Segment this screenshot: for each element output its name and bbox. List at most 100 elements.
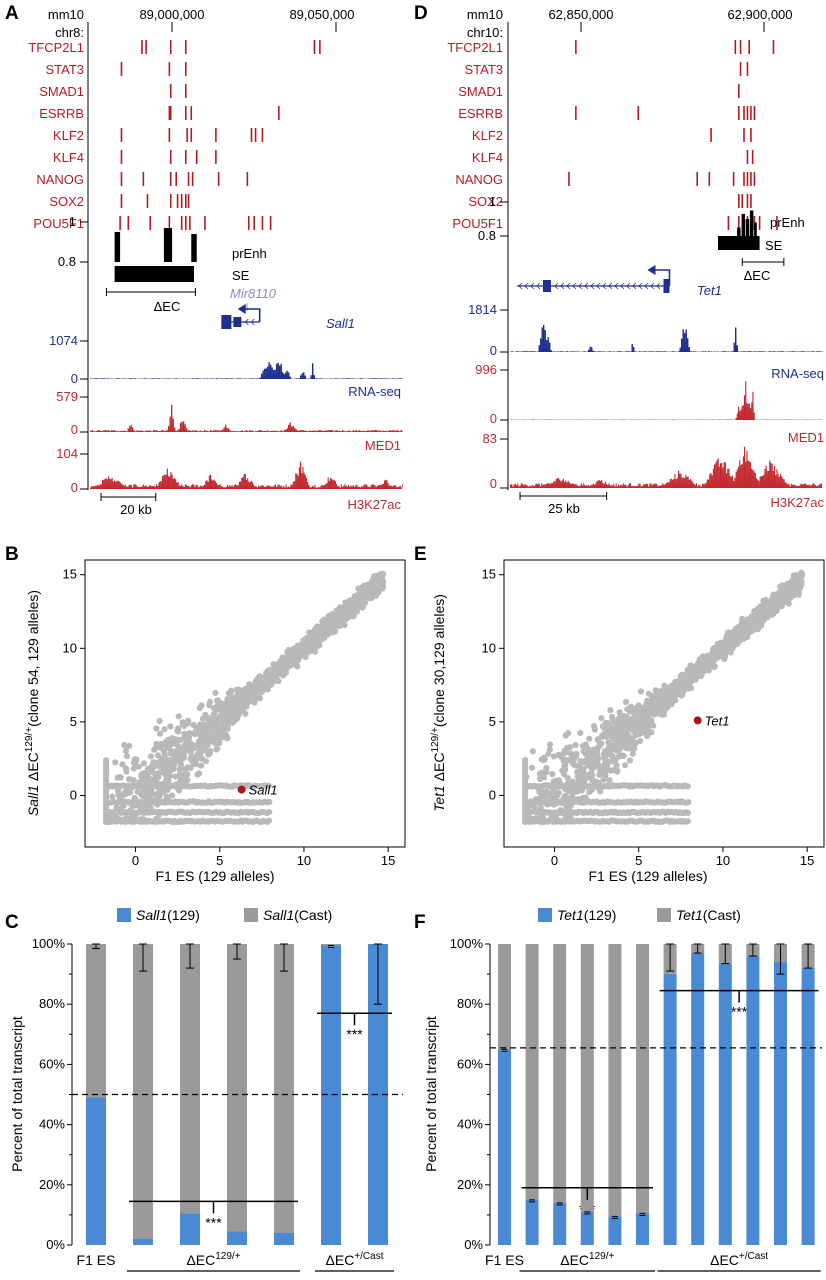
scatter-point — [266, 809, 273, 816]
scatter-point — [609, 715, 616, 722]
scatter-point — [240, 687, 247, 695]
scatter-point — [626, 757, 634, 764]
y-tick-label: 60% — [457, 1056, 483, 1071]
bar-segment-cast — [227, 944, 247, 1232]
bar-plot: 0% 20% 40% 60% 80% 100% *** *** ** F1 ES… — [450, 936, 822, 1272]
panel-label-b: B — [5, 544, 19, 565]
scatter-point — [216, 701, 223, 708]
bar-segment-129 — [180, 1213, 200, 1245]
prenh-ymax-label: 1 — [69, 214, 76, 229]
scatter-point — [586, 735, 593, 742]
scatter-point — [251, 682, 258, 689]
legend-suffix: (129) — [167, 907, 200, 923]
y-axis-sup: 129/+ — [24, 727, 35, 752]
scatter-point — [725, 642, 732, 649]
group-label-main: ΔEC — [710, 1252, 739, 1268]
strand-chevron — [518, 282, 523, 290]
scatter-point — [220, 725, 227, 733]
scatter-point — [689, 676, 696, 683]
scatter-point — [123, 753, 131, 760]
x-tick-label: 0 — [132, 853, 139, 868]
browser-panel-d: mm10 chr10: 62,850,000 62,900,000 TFCP2L… — [447, 7, 824, 516]
scatter-point — [613, 762, 620, 769]
bar-segment-129 — [274, 1232, 294, 1245]
scatter-point — [144, 773, 151, 780]
signal-ymax-label: 83 — [483, 431, 497, 446]
scatter-point — [555, 751, 562, 759]
y-tick-label: 5 — [70, 714, 77, 729]
y-tick-label: 80% — [457, 996, 483, 1011]
tss-arrowhead — [237, 304, 246, 314]
y-axis-label: Sall1 ΔEC129/+(clone 54, 129 alleles) — [24, 590, 41, 816]
scatter-point — [307, 633, 315, 640]
scatter-point — [786, 591, 793, 598]
scatter-point — [607, 707, 614, 714]
panel-label-d: D — [414, 3, 428, 24]
scatter-point — [197, 727, 204, 735]
scatter-point — [140, 760, 147, 767]
group-label: F1 ES — [485, 1252, 524, 1268]
coord-tick-label: 62,850,000 — [548, 7, 613, 22]
exon — [221, 315, 232, 329]
legend-swatch — [117, 908, 131, 922]
y-tick-label: 10 — [63, 640, 77, 655]
bar-segment-cast — [525, 944, 539, 1200]
group-label-main: ΔEC — [326, 1252, 355, 1268]
scatter-point — [778, 595, 785, 603]
scatter-point — [577, 758, 584, 765]
plot-frame — [84, 559, 406, 848]
scatter-point — [600, 751, 608, 758]
scatter-point — [605, 739, 612, 746]
scatter-point — [167, 767, 174, 774]
signal-ymin-label: 0 — [490, 343, 497, 358]
legend-entry: Sall1(129) — [136, 907, 200, 923]
scatter-point — [202, 758, 209, 765]
group-label-sup: 129/+ — [215, 1251, 240, 1262]
se-label: SE — [232, 268, 250, 283]
scatter-point — [637, 688, 645, 695]
scatter-point — [184, 764, 191, 771]
med1-signal — [90, 404, 404, 432]
scatter-point — [644, 732, 651, 740]
scatter-point — [190, 721, 197, 729]
scatter-point — [684, 809, 692, 817]
prenh-bar — [737, 227, 741, 236]
scatter-point — [764, 599, 771, 607]
legend-gene: Sall1 — [263, 907, 294, 923]
scatter-point — [366, 586, 373, 593]
scatter-point — [606, 726, 614, 733]
scatter-point — [616, 742, 623, 749]
scatter-point — [318, 627, 325, 634]
deletion-label: ΔEC — [154, 299, 181, 314]
y-axis-mid: ΔEC — [25, 752, 41, 785]
browser-panel-a: mm10 chr8: 89,000,000 89,050,000 TFCP2L1… — [28, 7, 404, 517]
y-tick-label: 0% — [464, 1237, 483, 1252]
legend-suffix: (Cast) — [294, 907, 332, 923]
scatter-point — [198, 702, 205, 709]
scatter-point — [757, 622, 765, 630]
signal-track-label: RNA-seq — [771, 366, 824, 381]
scatter-point — [331, 617, 338, 624]
scatter-point — [541, 756, 548, 763]
scatter-point — [680, 677, 687, 684]
scatter-point — [210, 705, 218, 712]
scatter-point — [233, 703, 240, 710]
highlight-label: Tet1 — [705, 713, 730, 728]
scatter-point — [342, 616, 349, 623]
tf-track-label: STAT3 — [464, 62, 503, 77]
scatter-point — [614, 768, 621, 775]
scatter-point — [152, 745, 159, 752]
scatter-point — [618, 752, 625, 759]
scatter-point — [249, 688, 256, 696]
scatter-point — [705, 667, 712, 674]
scatter-point — [184, 776, 191, 784]
scatter-point — [119, 761, 126, 768]
scatter-point — [754, 617, 761, 624]
sig-label: *** — [205, 1214, 222, 1230]
strand-chevron — [524, 282, 529, 290]
scatter-point — [660, 706, 668, 714]
scatter-point — [657, 702, 665, 709]
scatter-point — [538, 794, 545, 801]
scatter-point — [669, 687, 677, 694]
signal-ymax-label: 1814 — [468, 302, 497, 317]
